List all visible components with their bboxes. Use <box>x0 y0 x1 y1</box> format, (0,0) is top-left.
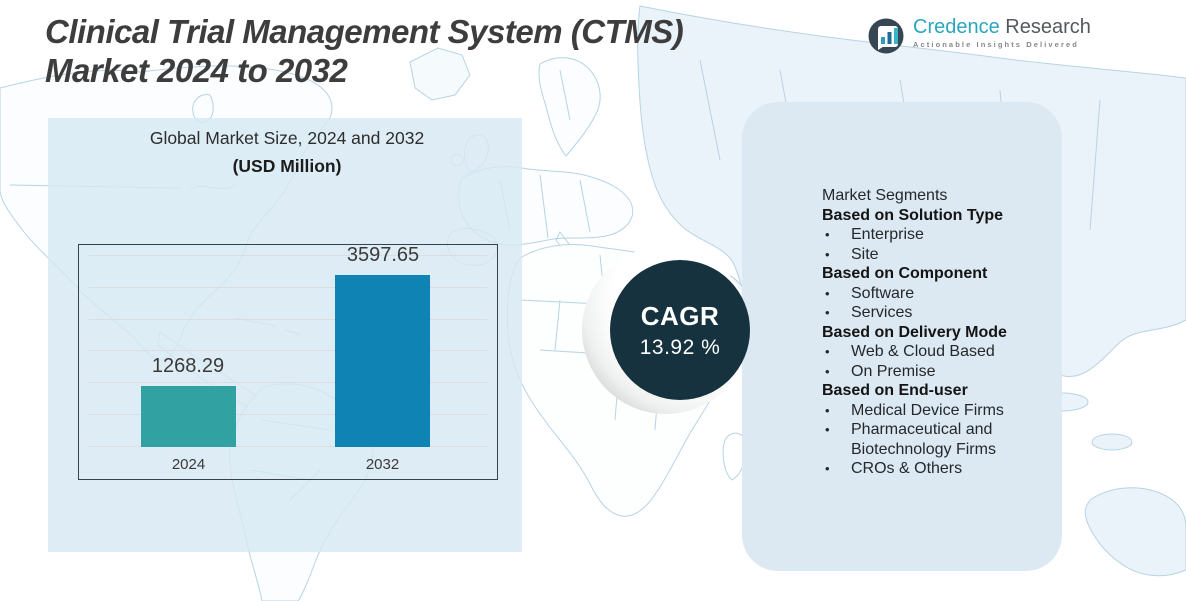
segment-item: • Site <box>822 245 1044 265</box>
gridline <box>89 413 487 415</box>
bullet-icon: • <box>825 344 830 359</box>
chart-heading: Global Market Size, 2024 and 2032 (USD M… <box>78 128 496 177</box>
segment-item: • Medical Device Firms <box>822 401 1044 421</box>
cagr-label: CAGR <box>640 300 720 331</box>
chart-bar <box>335 275 430 447</box>
x-axis-label: 2024 <box>171 456 206 473</box>
segment-item: • Pharmaceutical and Biotechnology Firms <box>822 420 1044 459</box>
market-segments-heading: Market Segments <box>822 187 948 204</box>
page-title-line1: Clinical Trial Management System (CTMS) <box>45 13 684 50</box>
bullet-icon: • <box>825 402 830 418</box>
segment-group-title: Based on Component <box>822 265 988 282</box>
bullet-icon: • <box>825 246 830 262</box>
gridline <box>89 349 487 351</box>
gridline <box>89 254 487 256</box>
gridline <box>89 286 487 288</box>
logo-tagline: Actionable Insights Delivered <box>913 40 1079 49</box>
segment-group-title: Based on End-user <box>822 382 968 399</box>
gridline <box>89 318 487 320</box>
bullet-icon: • <box>825 363 830 379</box>
page-title: Clinical Trial Management System (CTMS) … <box>45 12 684 90</box>
page-title-line2: Market 2024 to 2032 <box>45 52 348 89</box>
x-axis-label: 2032 <box>365 456 400 473</box>
bar-chart-bubble-icon <box>866 16 906 61</box>
bullet-icon: • <box>825 461 830 476</box>
gridline <box>89 381 487 383</box>
bullet-icon: • <box>825 285 830 301</box>
segment-item: • On Premise <box>822 362 1044 382</box>
bullet-icon: • <box>825 305 830 320</box>
logo-brand-primary: Credence <box>913 16 1000 38</box>
cagr-value: 13.92 % <box>639 335 721 359</box>
bar-value-label: 3597.65 <box>346 244 420 267</box>
segment-item: • Services <box>822 303 1044 323</box>
segment-group-title: Based on Solution Type <box>822 206 1004 224</box>
gridline <box>89 445 487 447</box>
bar-chart: 1268.29 3597.65 2024 2032 <box>78 244 498 480</box>
chart-subtitle: (USD Million) <box>232 156 342 176</box>
segment-item: • Web & Cloud Based <box>822 342 1044 362</box>
market-segments-panel: Market Segments Based on Solution Type •… <box>742 102 1062 571</box>
segment-item: • Software <box>822 284 1044 304</box>
chart-bar <box>141 386 236 447</box>
company-logo: Credence Research Actionable Insights De… <box>866 16 1091 61</box>
logo-brand-secondary: Research <box>1005 16 1091 38</box>
segment-group-title: Based on Delivery Mode <box>822 323 1007 341</box>
segment-item: • Enterprise <box>822 225 1044 245</box>
bullet-icon: • <box>825 227 830 242</box>
chart-title: Global Market Size, 2024 and 2032 <box>149 128 425 148</box>
segment-item: • CROs & Others <box>822 459 1044 479</box>
cagr-badge: CAGR 13.92 % <box>610 260 750 400</box>
bullet-icon: • <box>825 422 830 437</box>
bar-value-label: 1268.29 <box>151 355 225 378</box>
